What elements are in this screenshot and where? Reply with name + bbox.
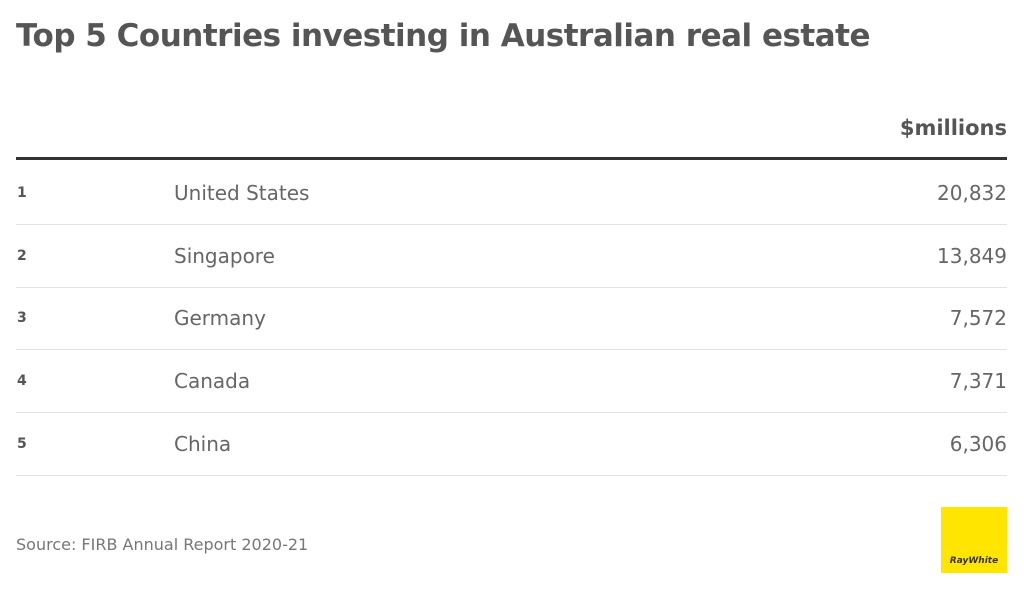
country: United States xyxy=(174,181,310,205)
table-row: 3 Germany 7,572 xyxy=(16,287,1007,351)
column-header: $millions xyxy=(899,116,1007,140)
value: 7,371 xyxy=(949,369,1007,394)
table-row: 1 United States 20,832 xyxy=(16,162,1007,225)
country: Germany xyxy=(174,306,266,331)
rank: 3 xyxy=(17,310,27,327)
table-row: 5 China 6,306 xyxy=(16,413,1007,476)
logo-text: RayWhite xyxy=(949,556,999,566)
value: 20,832 xyxy=(937,181,1007,205)
table-row: 4 Canada 7,371 xyxy=(16,350,1007,414)
rank: 2 xyxy=(17,247,27,264)
rank: 5 xyxy=(17,435,27,452)
rank: 1 xyxy=(17,185,27,201)
country: China xyxy=(174,431,232,456)
country: Canada xyxy=(174,369,251,394)
value: 13,849 xyxy=(937,243,1007,268)
rank: 4 xyxy=(17,373,27,390)
source: Source: FIRB Annual Report 2020-21 xyxy=(16,535,309,554)
country: Singapore xyxy=(174,243,275,268)
header-rule xyxy=(16,157,1007,160)
value: 6,306 xyxy=(949,431,1007,456)
table-row: 2 Singapore 13,849 xyxy=(16,225,1007,288)
logo: RayWhite xyxy=(941,507,1007,573)
title: Top 5 Countries investing in Australian … xyxy=(16,18,871,54)
value: 7,572 xyxy=(949,306,1007,331)
